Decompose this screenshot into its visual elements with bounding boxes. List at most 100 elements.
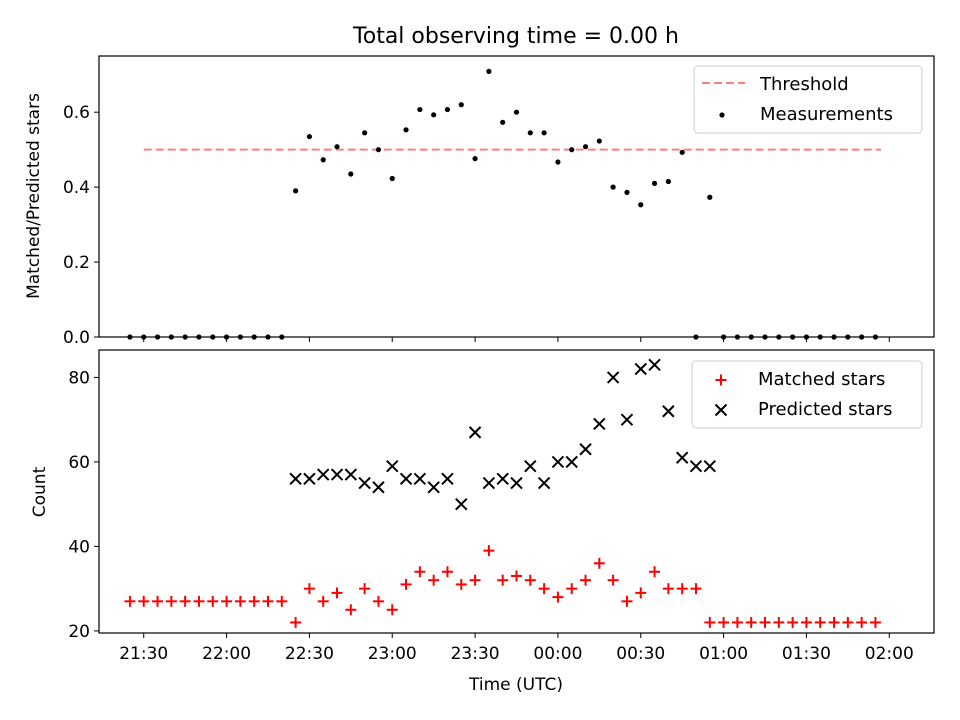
matched-star-point bbox=[800, 616, 812, 628]
ratio-y-axis-label: Matched/Predicted stars bbox=[24, 93, 44, 299]
ratio-x-ticks bbox=[143, 337, 890, 342]
ratio-legend-box bbox=[693, 65, 923, 134]
x-tick-label: 00:30 bbox=[616, 644, 665, 664]
matched-star-point bbox=[359, 583, 371, 595]
count-y-ticks: 20 40 60 80 bbox=[68, 368, 99, 642]
measurement-point bbox=[596, 138, 602, 144]
matched-star-point bbox=[248, 595, 260, 607]
ratio-plot-frame bbox=[98, 55, 935, 338]
matched-star-point bbox=[317, 595, 329, 607]
measurement-point bbox=[541, 130, 547, 136]
predicted-star-point bbox=[620, 413, 634, 426]
measurement-point bbox=[582, 144, 589, 150]
matched-star-point bbox=[290, 616, 302, 628]
count-plot-data bbox=[124, 358, 881, 628]
predicted-star-point bbox=[662, 405, 675, 418]
predicted-star-point bbox=[634, 362, 647, 376]
x-tick-label: 01:00 bbox=[699, 644, 748, 664]
predicted-star-point bbox=[482, 476, 496, 490]
matched-star-point bbox=[607, 574, 619, 586]
measurement-point bbox=[306, 133, 313, 140]
matched-star-point bbox=[262, 595, 274, 607]
predicted-legend-label: Predicted stars bbox=[758, 399, 892, 420]
x-tick-label: 21:30 bbox=[119, 644, 168, 664]
matched-star-point bbox=[787, 616, 799, 628]
measurement-point bbox=[651, 180, 658, 186]
count-plot: 20 40 60 80 21:30 22:00 22:30 23:00 23:30 00:00 0… bbox=[30, 349, 935, 695]
ratio-legend: Threshold Measurements bbox=[693, 65, 923, 134]
measurement-point bbox=[389, 175, 395, 182]
matched-star-point bbox=[552, 591, 564, 603]
predicted-star-point bbox=[648, 358, 661, 371]
measurement-point bbox=[665, 178, 671, 185]
measurement-point bbox=[513, 109, 520, 115]
x-tick-label: 22:00 bbox=[202, 644, 251, 664]
measurement-point bbox=[293, 188, 299, 194]
matched-star-point bbox=[635, 587, 647, 599]
matched-star-point bbox=[773, 616, 785, 628]
predicted-star-point bbox=[551, 455, 565, 469]
matched-star-point bbox=[331, 587, 343, 599]
predicted-legend-marker bbox=[714, 403, 728, 417]
measurements-legend-swatch bbox=[719, 112, 725, 118]
count-y-tick-label: 80 bbox=[68, 368, 90, 388]
measurement-point bbox=[472, 156, 478, 162]
predicted-star-point bbox=[455, 497, 468, 511]
count-legend: Matched stars Predicted stars bbox=[691, 360, 923, 429]
x-tick-label: 23:30 bbox=[451, 644, 500, 664]
x-tick-label: 23:00 bbox=[368, 644, 417, 664]
predicted-star-point bbox=[593, 417, 606, 431]
ratio-y-ticks: 0.0 0.2 0.4 0.6 bbox=[63, 103, 99, 348]
predicted-star-point bbox=[496, 472, 509, 486]
predicted-star-point bbox=[372, 481, 385, 494]
measurement-point bbox=[362, 130, 368, 136]
predicted-star-point bbox=[386, 459, 399, 473]
measurement-point bbox=[527, 130, 533, 136]
measurement-point bbox=[569, 147, 575, 153]
predicted-star-point bbox=[565, 455, 578, 469]
measurement-point bbox=[624, 189, 630, 195]
matched-star-point bbox=[207, 595, 219, 607]
measurement-point bbox=[638, 202, 644, 208]
predicted-star-point bbox=[468, 426, 482, 439]
matched-star-point bbox=[580, 574, 592, 586]
predicted-star-point bbox=[537, 476, 551, 490]
predicted-star-point bbox=[358, 476, 371, 490]
measurement-point bbox=[486, 68, 492, 74]
measurement-point bbox=[403, 127, 409, 133]
matched-legend-marker bbox=[715, 374, 727, 386]
chart-title: Total observing time = 0.00 h bbox=[352, 24, 679, 49]
measurement-point bbox=[707, 194, 713, 200]
matched-star-point bbox=[414, 566, 426, 578]
predicted-star-point bbox=[289, 472, 302, 486]
matched-star-point bbox=[814, 616, 826, 628]
matched-star-point bbox=[690, 583, 702, 595]
threshold-legend-label: Threshold bbox=[759, 74, 849, 95]
matched-star-point bbox=[676, 583, 688, 595]
matched-star-point bbox=[842, 616, 854, 628]
matched-star-point bbox=[276, 595, 288, 607]
ratio-y-tick-label: 0.4 bbox=[63, 178, 90, 198]
measurement-point bbox=[444, 106, 451, 113]
matched-star-point bbox=[704, 616, 716, 628]
count-y-tick-label: 40 bbox=[68, 537, 90, 557]
matched-star-point bbox=[124, 595, 136, 607]
matched-star-point bbox=[524, 574, 536, 586]
matched-star-point bbox=[869, 616, 881, 628]
predicted-star-point bbox=[524, 459, 537, 473]
matched-star-point bbox=[759, 616, 771, 628]
matched-star-point bbox=[718, 616, 730, 628]
count-y-tick-label: 20 bbox=[68, 622, 90, 642]
count-plot-frame bbox=[98, 349, 935, 634]
predicted-legend-swatch bbox=[714, 403, 728, 417]
x-tick-label: 01:30 bbox=[782, 644, 831, 664]
matched-star-point bbox=[497, 574, 509, 586]
matched-star-point bbox=[745, 616, 757, 628]
predicted-star-point bbox=[317, 468, 330, 481]
predicted-star-point bbox=[510, 476, 523, 490]
matched-star-point bbox=[303, 583, 315, 595]
measurement-point bbox=[500, 119, 506, 125]
matched-star-point bbox=[483, 545, 495, 557]
measurement-point bbox=[555, 159, 561, 165]
